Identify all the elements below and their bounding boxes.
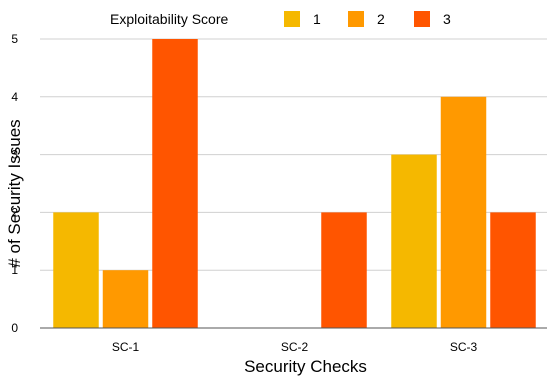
legend: Exploitability Score 1 2 3 bbox=[110, 11, 451, 27]
x-axis-ticks: SC-1 SC-2 SC-3 bbox=[112, 340, 478, 354]
x-tick-label: SC-2 bbox=[281, 340, 309, 354]
x-tick-label: SC-1 bbox=[112, 340, 140, 354]
y-tick-label: 2 bbox=[11, 205, 18, 219]
legend-swatch-2 bbox=[348, 11, 364, 27]
bar-sc-2-series-3 bbox=[321, 212, 367, 328]
bar-sc-3-series-3 bbox=[490, 212, 536, 328]
legend-label-1: 1 bbox=[313, 11, 321, 27]
y-tick-label: 1 bbox=[11, 263, 18, 277]
y-axis-ticks: 0 1 2 3 4 5 bbox=[11, 32, 18, 335]
x-tick-label: SC-3 bbox=[450, 340, 478, 354]
bar-sc-1-series-1 bbox=[53, 212, 99, 328]
y-tick-label: 4 bbox=[11, 90, 18, 104]
bar-sc-1-series-2 bbox=[102, 270, 149, 328]
legend-title: Exploitability Score bbox=[110, 11, 228, 27]
legend-label-3: 3 bbox=[443, 11, 451, 27]
y-tick-label: 3 bbox=[11, 148, 18, 162]
legend-swatch-3 bbox=[414, 11, 430, 27]
bar-sc-3-series-2 bbox=[440, 96, 487, 328]
y-axis-title: # of Security Issues bbox=[5, 119, 24, 267]
bar-sc-1-series-3 bbox=[152, 39, 198, 328]
bars bbox=[53, 39, 536, 328]
legend-swatch-1 bbox=[284, 11, 300, 27]
x-axis-title: Security Checks bbox=[244, 357, 367, 376]
bar-sc-3-series-1 bbox=[391, 154, 437, 328]
legend-label-2: 2 bbox=[377, 11, 385, 27]
y-tick-label: 0 bbox=[11, 321, 18, 335]
y-tick-label: 5 bbox=[11, 32, 18, 46]
